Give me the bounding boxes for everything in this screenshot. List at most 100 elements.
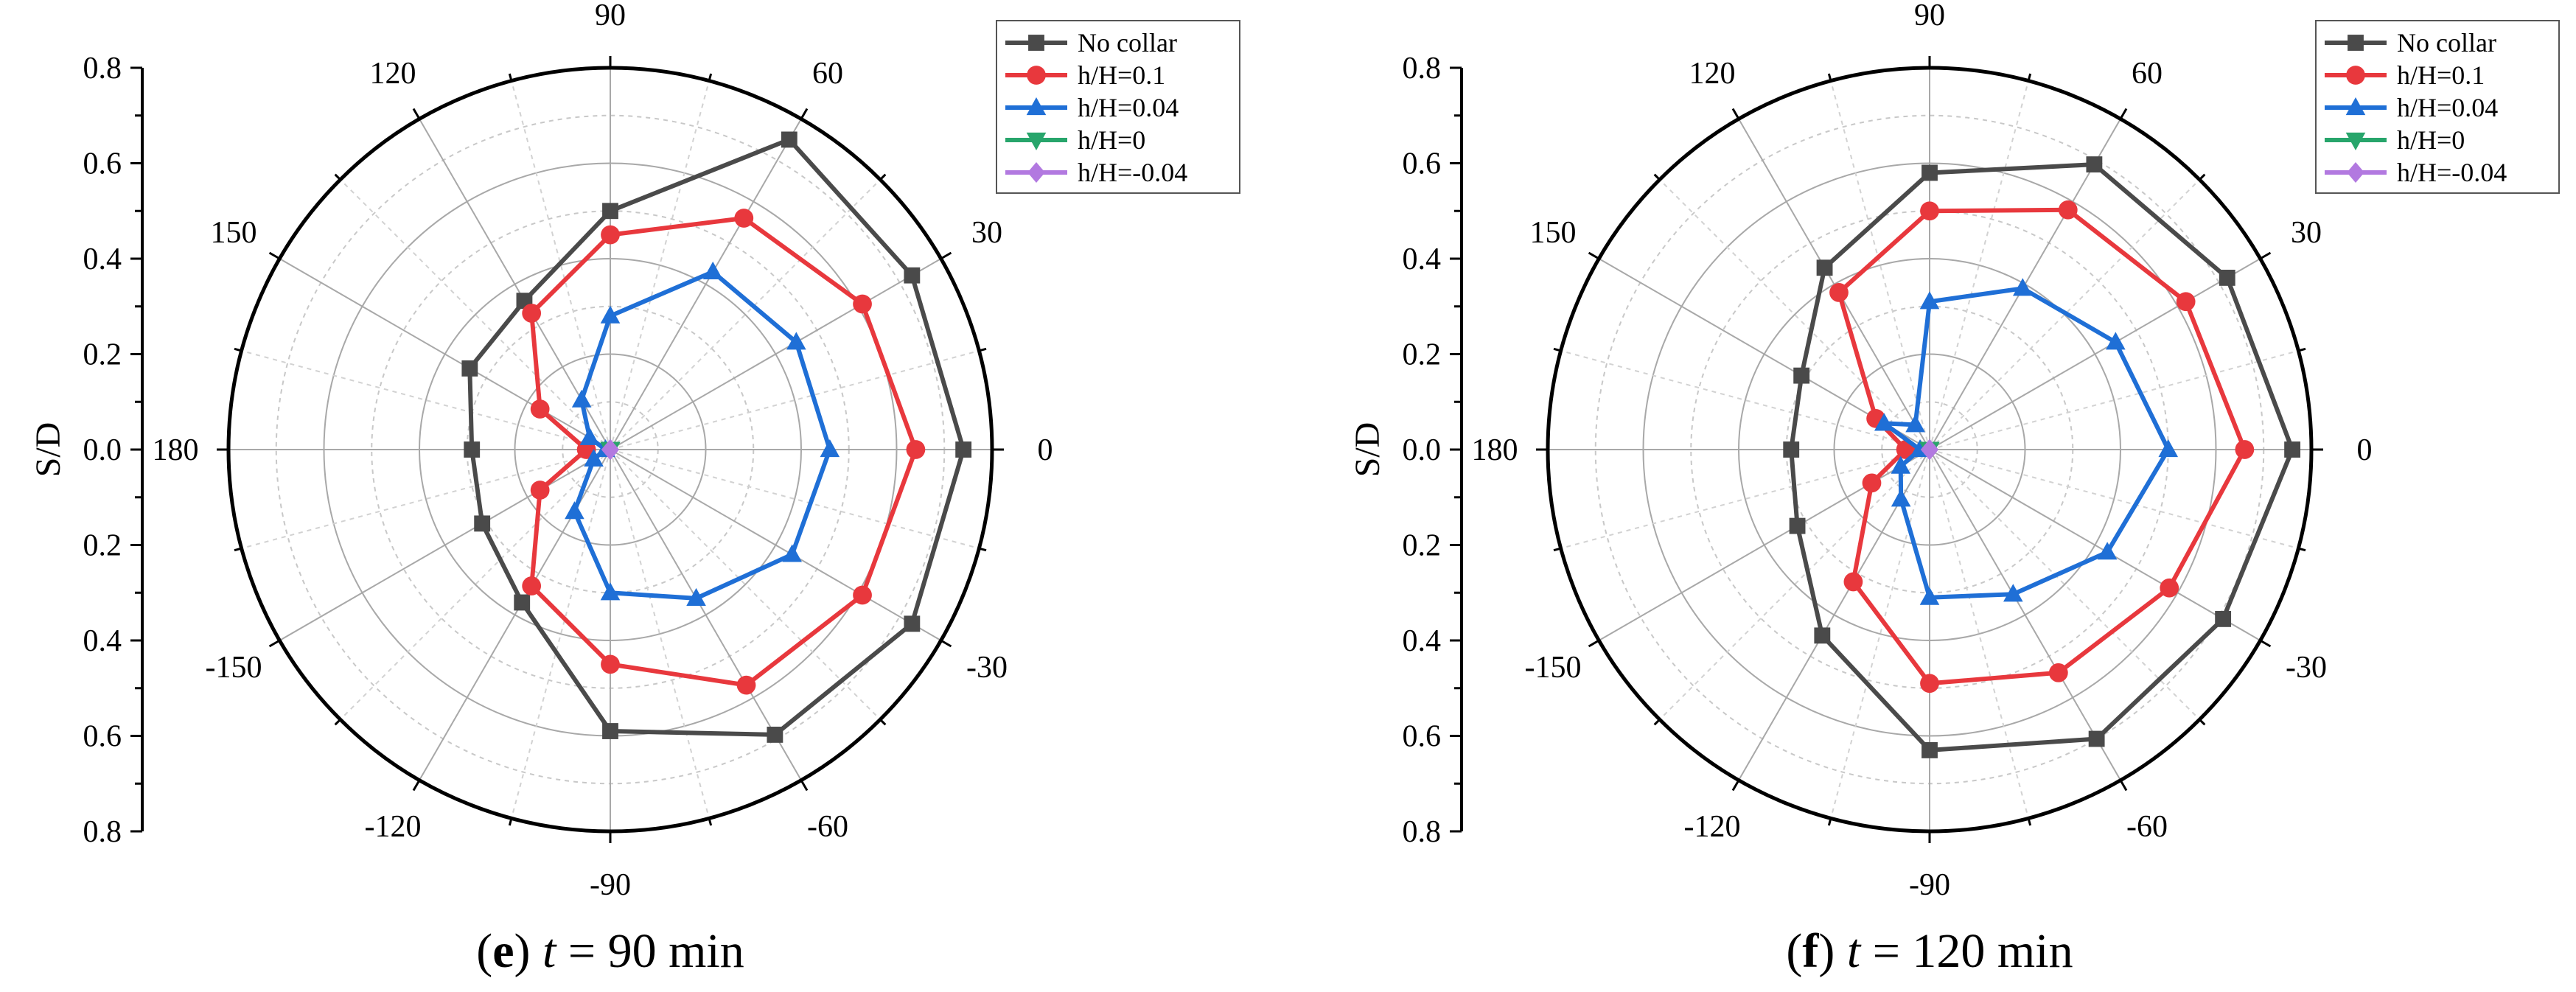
angle-label: 150 [1530,216,1577,250]
data-point [514,594,531,611]
angle-tick [800,779,809,792]
angle-tick [708,817,713,826]
minor-radial-line [610,349,980,450]
data-point [601,654,620,674]
minor-radial-line [1929,179,2200,450]
legend-label: h/H=0 [2397,125,2465,155]
angle-tick [940,251,952,260]
angle-label: 0 [2357,433,2373,467]
radius-tick-label: 0.4 [83,624,122,658]
angle-tick [2119,779,2128,792]
caption-paren-close: ) [1818,924,1846,978]
radial-grid-line [1598,449,1930,641]
angle-tick [1553,347,1562,352]
data-point [1843,572,1863,592]
legend-label: h/H=0.04 [2397,93,2498,122]
data-point [1783,441,1800,458]
data-point [1814,627,1831,644]
angle-tick [879,173,887,181]
legend-marker [1027,162,1045,183]
y-axis-title: S/D [1348,422,1387,478]
minor-radial-line [241,349,611,450]
data-point [2097,542,2118,560]
angle-tick [2297,347,2306,352]
radius-tick-label: 0.8 [1403,52,1442,85]
angle-label: 60 [812,57,843,91]
data-point [2158,439,2179,458]
data-point [2012,278,2033,296]
y-axis-title: S/D [29,422,68,478]
minor-radial-line [1929,449,2299,550]
data-point [2003,584,2023,602]
angle-tick [879,719,887,726]
angle-label: 90 [595,0,626,32]
data-point [1793,367,1810,384]
angle-tick [1588,639,1600,648]
radial-grid-line [419,118,611,450]
data-point [2106,332,2126,350]
data-point [1920,201,1939,221]
legend-marker [1028,35,1044,51]
data-point [853,585,872,605]
data-point [904,267,921,284]
data-point [530,399,550,419]
angle-tick [1731,779,1740,792]
angle-tick [2027,73,2032,82]
radius-tick-label: 0.6 [83,720,122,754]
data-point [461,360,478,377]
data-point [1905,414,1925,433]
legend-label: No collar [2397,28,2496,57]
radius-tick-label: 0.4 [1403,624,1442,658]
minor-radial-line [610,449,980,550]
minor-radial-line [1829,80,1930,450]
angle-tick [2199,719,2206,726]
data-point [734,209,754,228]
angle-label: 150 [211,216,257,250]
data-point [584,448,604,467]
angle-tick [508,817,513,826]
angle-tick [1553,547,1562,552]
angle-tick [234,547,242,552]
minor-radial-line [340,179,611,450]
radial-grid-line [1929,449,2121,781]
minor-radial-line [1659,449,1930,720]
legend-marker [1026,97,1047,116]
legend-marker [2346,66,2365,85]
angle-label: -90 [1909,868,1950,902]
data-point [2284,441,2301,458]
legend-marker [2348,35,2364,51]
data-point [571,389,592,408]
angle-label: -30 [2286,651,2327,685]
data-point [1816,259,1833,276]
angle-tick [412,108,421,120]
angle-tick [508,73,513,82]
data-point [1891,455,1911,474]
legend-label: h/H=0.04 [1078,93,1179,122]
angle-label: -30 [966,651,1008,685]
data-point [2088,730,2105,747]
series-h/H=0.04 [565,261,840,606]
angle-label: -120 [1684,810,1741,844]
radius-tick-label: 0.2 [1403,338,1442,372]
legend: No collar h/H=0.1 h/H=0.04 h/H=0 h/H=-0.04 [996,20,1240,194]
minor-radial-line [610,179,881,450]
data-point [1919,587,1940,605]
angle-tick [2259,251,2272,260]
data-point [906,440,926,459]
data-point [1920,674,1939,694]
angle-tick [412,779,421,792]
data-point [2058,200,2078,220]
data-point [1862,473,1882,493]
data-point [600,582,621,601]
data-point [686,587,706,606]
angle-label: 0 [1038,433,1053,467]
legend-marker [2345,132,2366,150]
polar-chart-e: 0 30 60 90 120 150 180 -150 -120 -90 -60 -30 0.8 0.6 0… [29,0,1240,978]
caption-panel-letter: f [1802,924,1819,978]
angle-tick [1827,73,1832,82]
minor-radial-line [610,449,711,819]
angle-tick [978,347,987,352]
data-point [955,441,972,458]
caption-value: = 120 min [1860,924,2073,978]
angle-tick [1731,108,1740,120]
